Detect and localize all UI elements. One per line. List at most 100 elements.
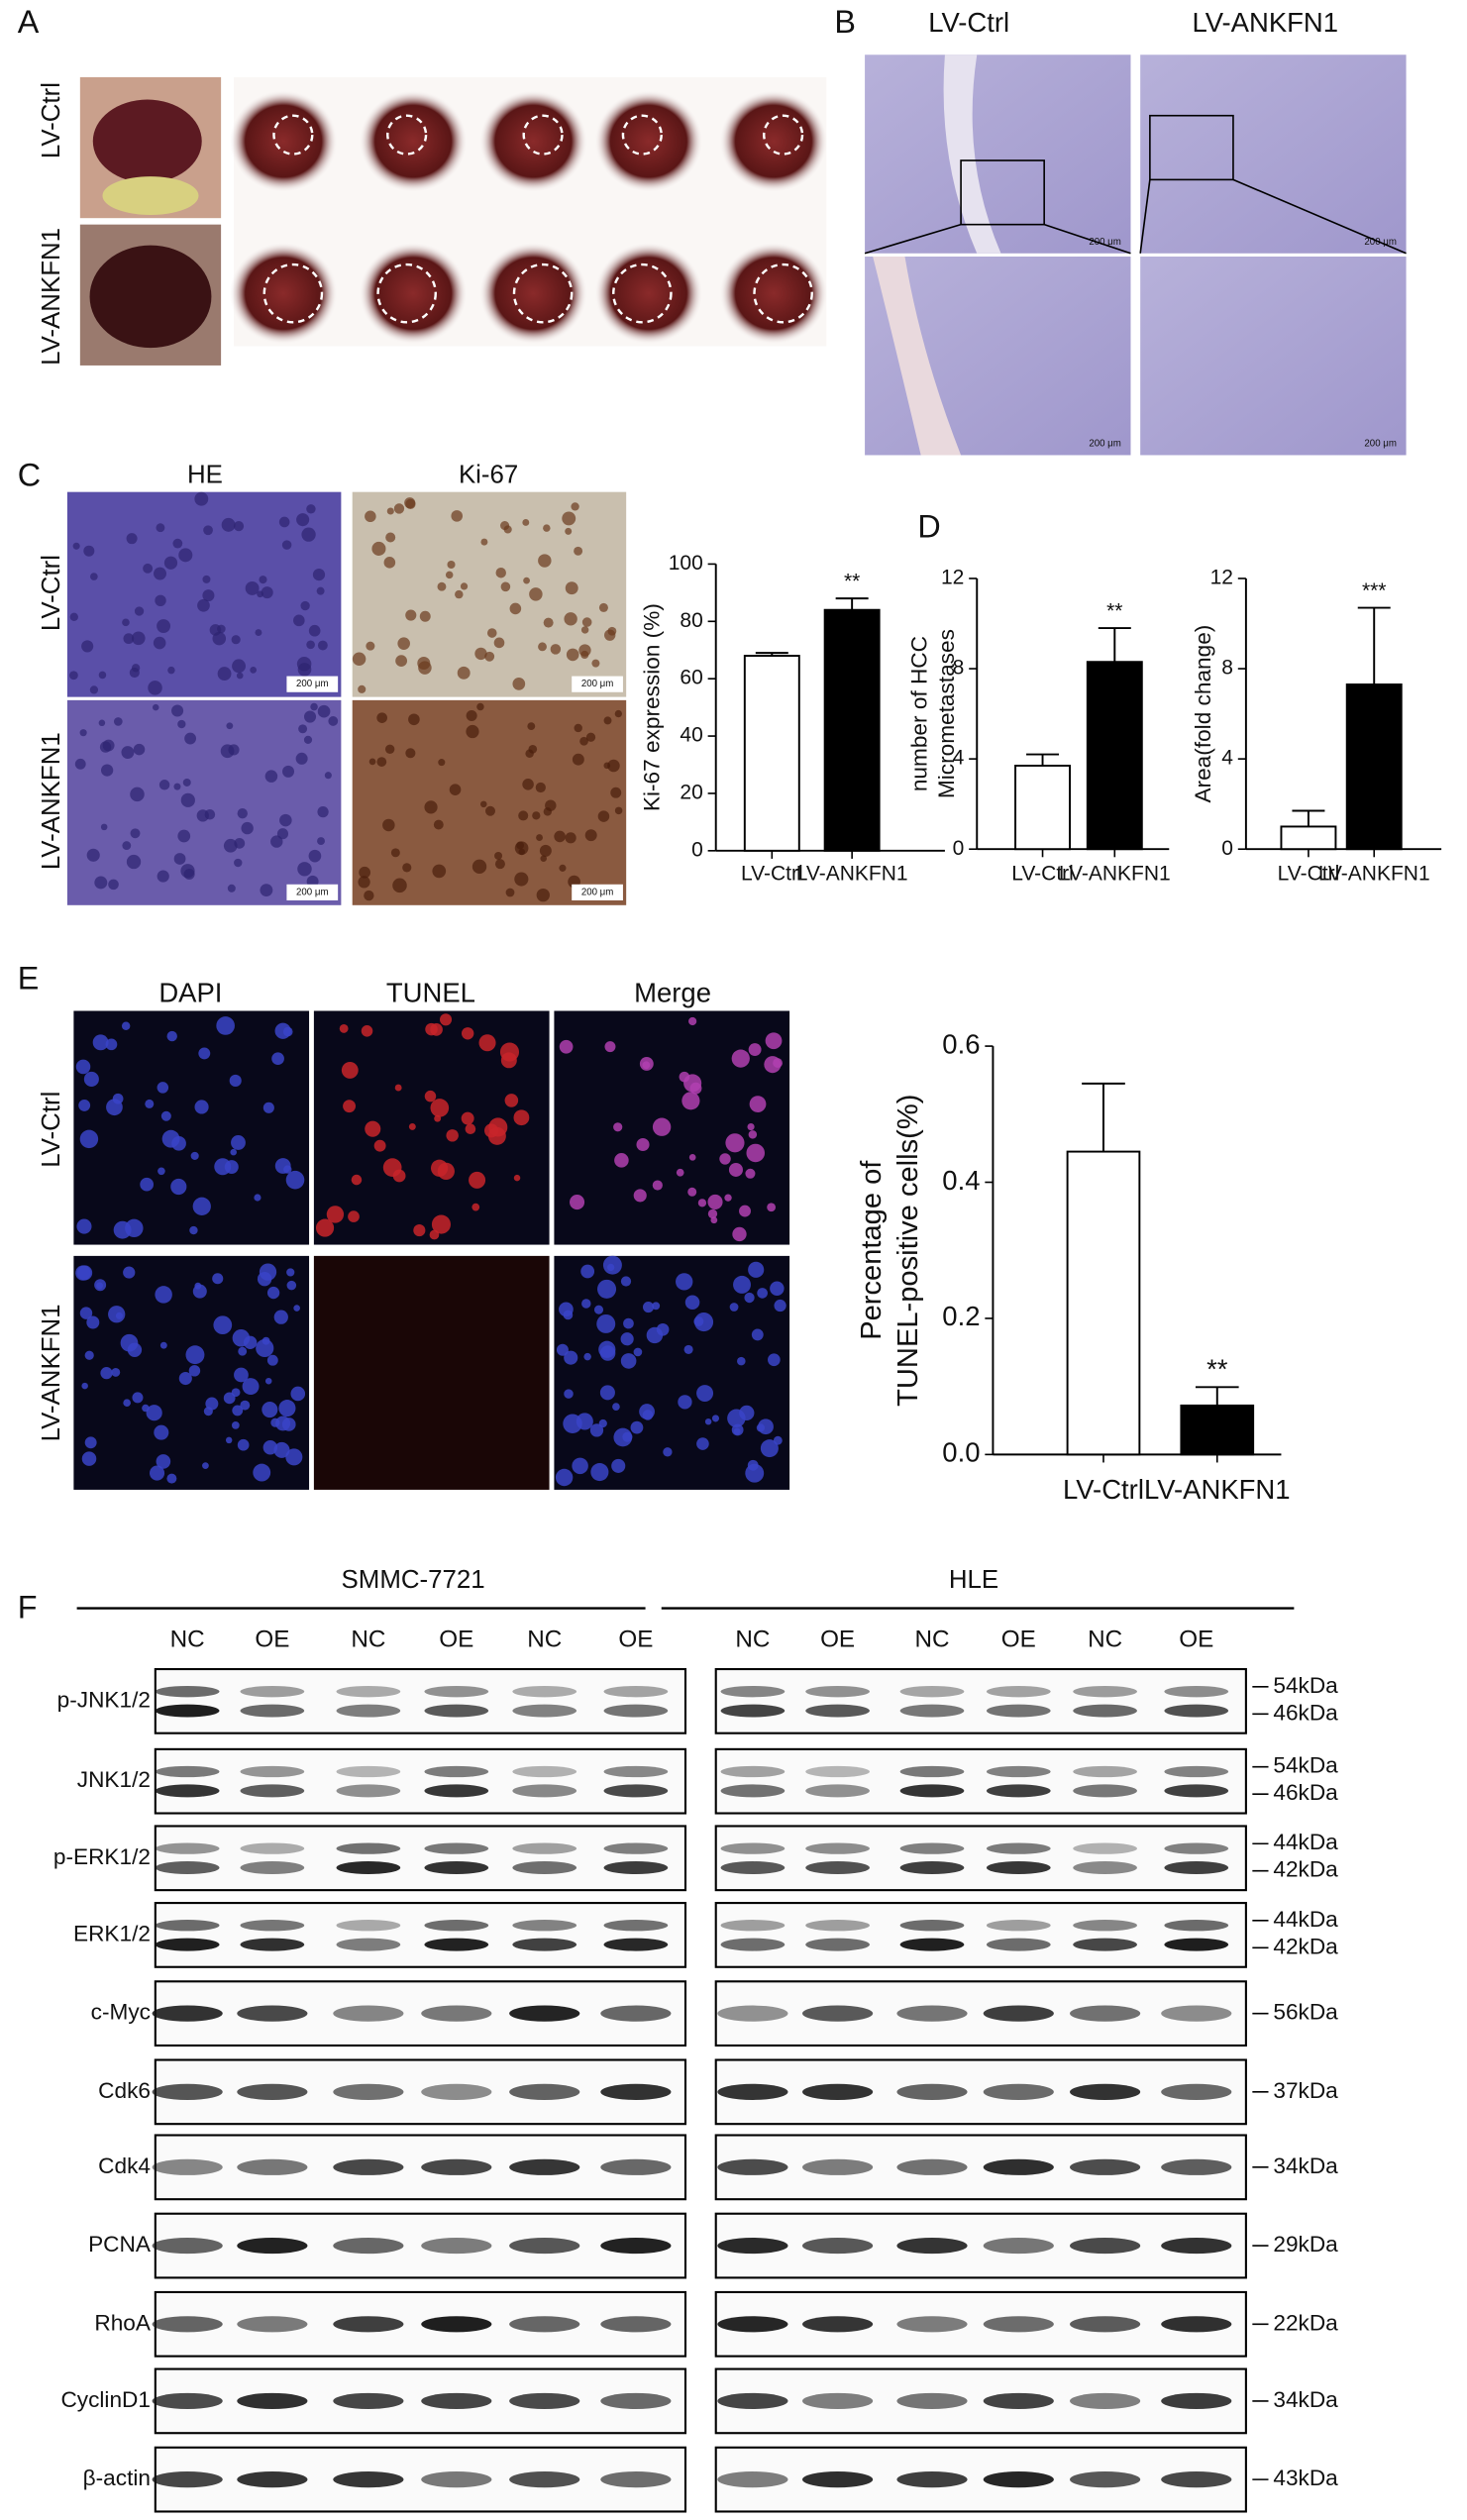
nucleus xyxy=(296,657,312,672)
cell xyxy=(149,1465,165,1481)
band xyxy=(237,2471,308,2488)
band xyxy=(336,1704,401,1718)
panel-letter: C xyxy=(18,458,41,493)
nucleus xyxy=(303,735,313,744)
cell xyxy=(744,1292,755,1304)
nucleus xyxy=(574,723,582,733)
band xyxy=(1164,1920,1229,1932)
nucleus xyxy=(312,569,326,581)
nucleus xyxy=(579,736,588,746)
size-label: 54kDa xyxy=(1273,1673,1338,1698)
nucleus xyxy=(155,594,166,606)
cell xyxy=(693,1316,704,1326)
size-label: 44kDa xyxy=(1273,1830,1338,1854)
cell xyxy=(223,1392,236,1405)
protein-label: c-Myc xyxy=(91,2000,151,2025)
cell xyxy=(748,1130,758,1139)
band xyxy=(155,1685,220,1698)
cell xyxy=(286,1268,295,1277)
nucleus xyxy=(598,602,608,612)
band xyxy=(720,1765,786,1778)
nucleus xyxy=(536,888,550,902)
nucleus xyxy=(130,828,141,839)
band xyxy=(152,2083,223,2100)
cell xyxy=(425,1022,438,1036)
cell xyxy=(599,1385,615,1401)
band xyxy=(509,2237,580,2255)
cell xyxy=(108,1306,126,1323)
band xyxy=(720,1920,786,1932)
x-tick-label: LV-Ctrl xyxy=(1063,1474,1144,1505)
nucleus xyxy=(503,525,512,534)
band xyxy=(1161,2237,1232,2255)
nucleus xyxy=(565,581,578,595)
nucleus xyxy=(298,724,308,734)
cell xyxy=(583,1352,591,1361)
band xyxy=(424,1920,489,1932)
cell xyxy=(572,1457,588,1475)
y-tick-label: 0.6 xyxy=(942,1028,980,1059)
cell xyxy=(431,1214,451,1234)
cell xyxy=(739,1405,755,1421)
nucleus xyxy=(234,858,243,868)
cell xyxy=(688,1153,696,1161)
band xyxy=(424,1704,489,1718)
liver xyxy=(359,242,469,345)
x-tick-label: LV-Ctrl xyxy=(741,863,803,886)
cell xyxy=(652,1180,663,1191)
nucleus xyxy=(543,617,554,628)
vessel xyxy=(943,54,1001,254)
band xyxy=(720,1842,786,1854)
nucleus xyxy=(245,580,260,595)
band xyxy=(899,1861,965,1874)
lane-label: OE xyxy=(1179,1626,1213,1652)
cell xyxy=(178,1371,192,1386)
cell xyxy=(749,1096,767,1112)
nucleus xyxy=(143,563,154,574)
cell xyxy=(100,1367,113,1380)
nucleus xyxy=(100,764,114,777)
band xyxy=(983,2158,1054,2175)
cell xyxy=(576,1413,593,1430)
y-tick-label: 4 xyxy=(953,747,965,770)
band xyxy=(717,2471,788,2488)
nucleus xyxy=(203,525,213,536)
nucleus xyxy=(574,546,583,556)
band xyxy=(983,2316,1054,2333)
band xyxy=(421,2083,492,2100)
cell xyxy=(652,1117,672,1136)
nucleus xyxy=(217,624,226,634)
nucleus xyxy=(364,890,374,901)
nucleus xyxy=(474,647,487,661)
cell xyxy=(564,1389,574,1399)
y-tick-label: 0.2 xyxy=(942,1301,980,1331)
nucleus xyxy=(460,582,469,590)
band xyxy=(603,1938,669,1951)
band xyxy=(600,2005,672,2022)
nucleus xyxy=(432,864,447,879)
bar xyxy=(1086,661,1143,851)
nucleus xyxy=(532,811,541,820)
band xyxy=(152,2316,223,2333)
y-axis-label: Ki-67 expression (%) xyxy=(640,603,665,811)
lane-label: NC xyxy=(170,1626,205,1652)
band xyxy=(1073,1704,1137,1718)
cell xyxy=(262,1402,278,1418)
blot xyxy=(714,1902,1247,1968)
vessel xyxy=(873,256,962,456)
cell xyxy=(266,1286,280,1300)
nucleus xyxy=(393,503,405,514)
cell xyxy=(202,1462,209,1470)
cell xyxy=(86,1315,100,1329)
cell xyxy=(745,1168,756,1179)
panel-letter: D xyxy=(917,508,940,544)
band xyxy=(512,1920,577,1932)
lane-label: NC xyxy=(914,1626,949,1652)
band xyxy=(899,1938,965,1951)
nucleus xyxy=(226,722,234,730)
band xyxy=(509,2392,580,2409)
band xyxy=(986,1938,1051,1951)
nucleus xyxy=(451,510,464,522)
blot xyxy=(714,1825,1247,1892)
nucleus xyxy=(539,844,552,857)
